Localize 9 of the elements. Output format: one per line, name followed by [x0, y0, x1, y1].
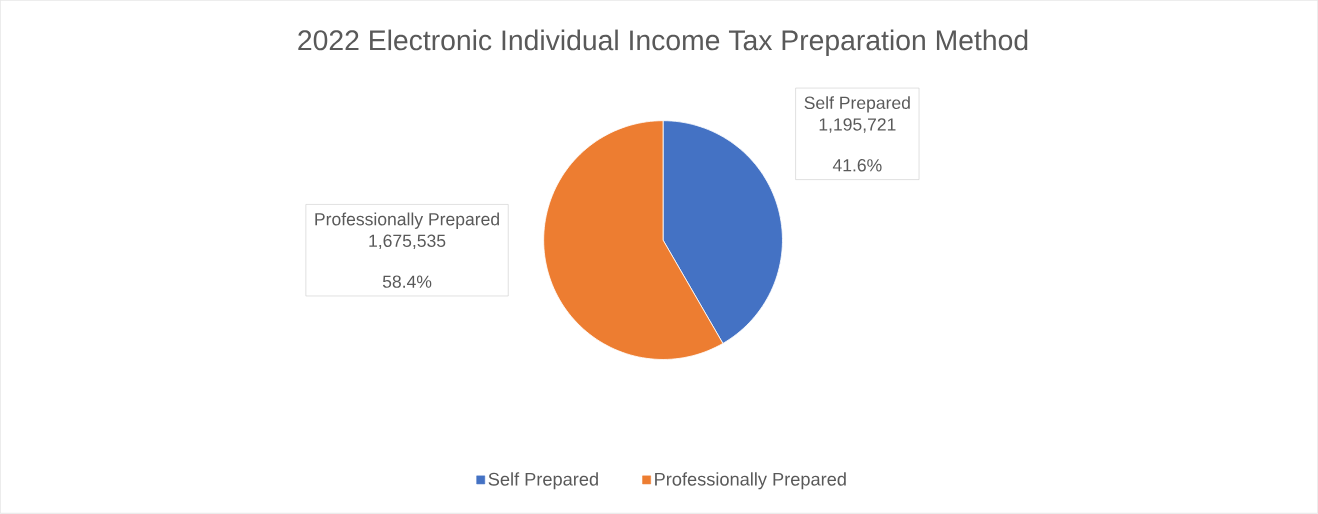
chart-title: 2022 Electronic Individual Income Tax Preparation Method [298, 29, 1028, 57]
text: 58.4% [382, 275, 432, 289]
legend-label: Self Prepared [488, 472, 598, 490]
data-label: 1,675,535 [369, 234, 446, 250]
slice-label: Self Prepared [804, 96, 910, 113]
slice-label: Professionally Prepared [315, 212, 499, 230]
text: 41.6% [832, 159, 882, 172]
legend-label: Professionally Prepared [655, 472, 846, 490]
data-label: 1,195,721 [819, 118, 896, 133]
